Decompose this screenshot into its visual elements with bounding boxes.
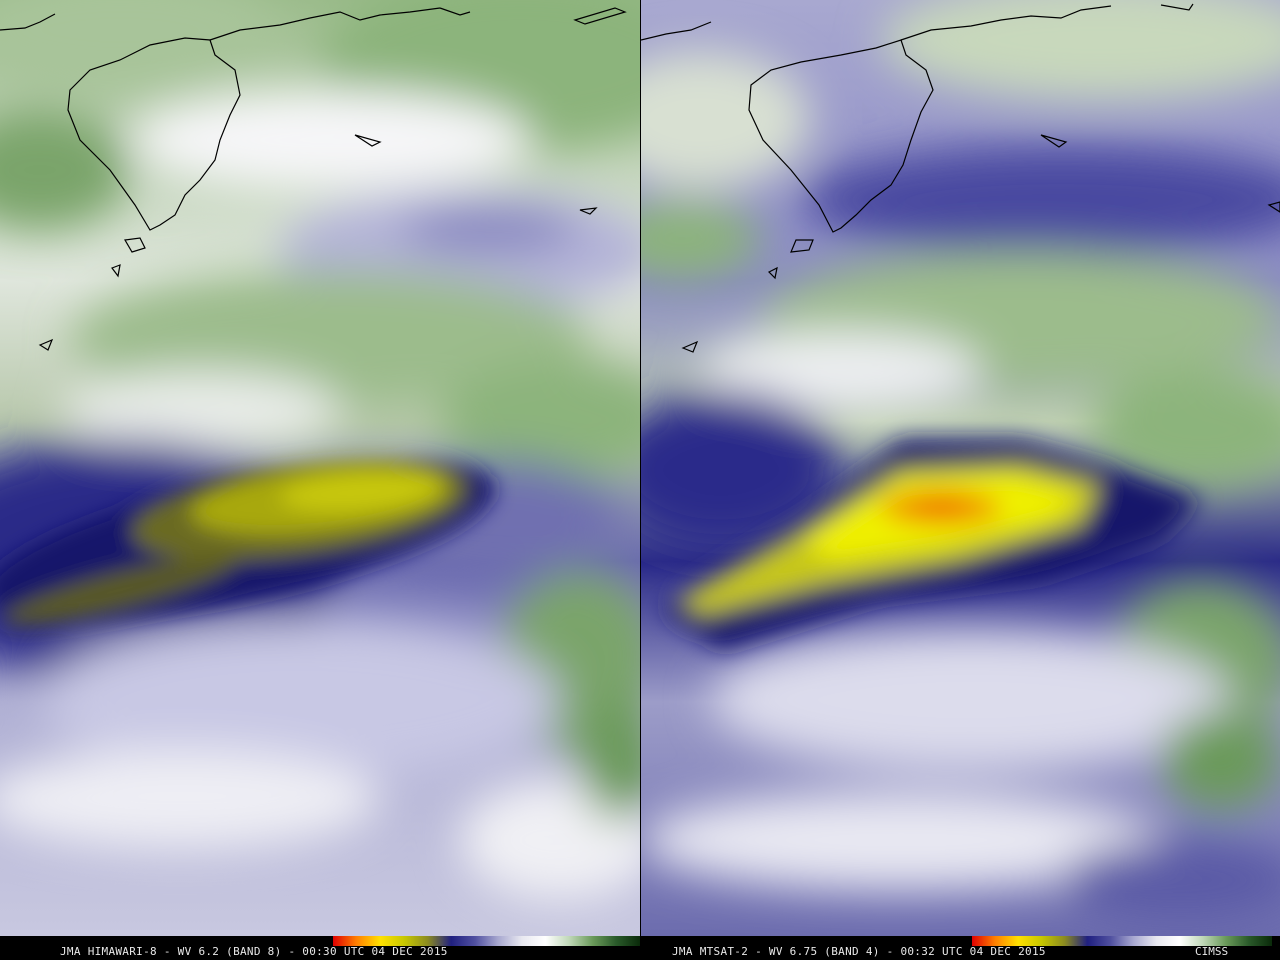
mtsat-caption: JMA MTSAT-2 - WV 6.75 (BAND 4) - 00:32 U…: [672, 945, 1046, 958]
mtsat-water-vapor-image: [641, 0, 1280, 936]
mtsat-image-panel: [641, 0, 1280, 936]
himawari-image-panel: [0, 0, 640, 936]
himawari-caption: JMA HIMAWARI-8 - WV 6.2 (BAND 8) - 00:30…: [60, 945, 448, 958]
himawari-water-vapor-image: [0, 0, 640, 936]
cimss-credit: CIMSS: [1195, 945, 1229, 958]
colorbar-left: [333, 936, 640, 946]
coastline-outline: [0, 7, 627, 351]
colorbar-right: [972, 936, 1272, 946]
coastline-outline: [641, 3, 1280, 353]
